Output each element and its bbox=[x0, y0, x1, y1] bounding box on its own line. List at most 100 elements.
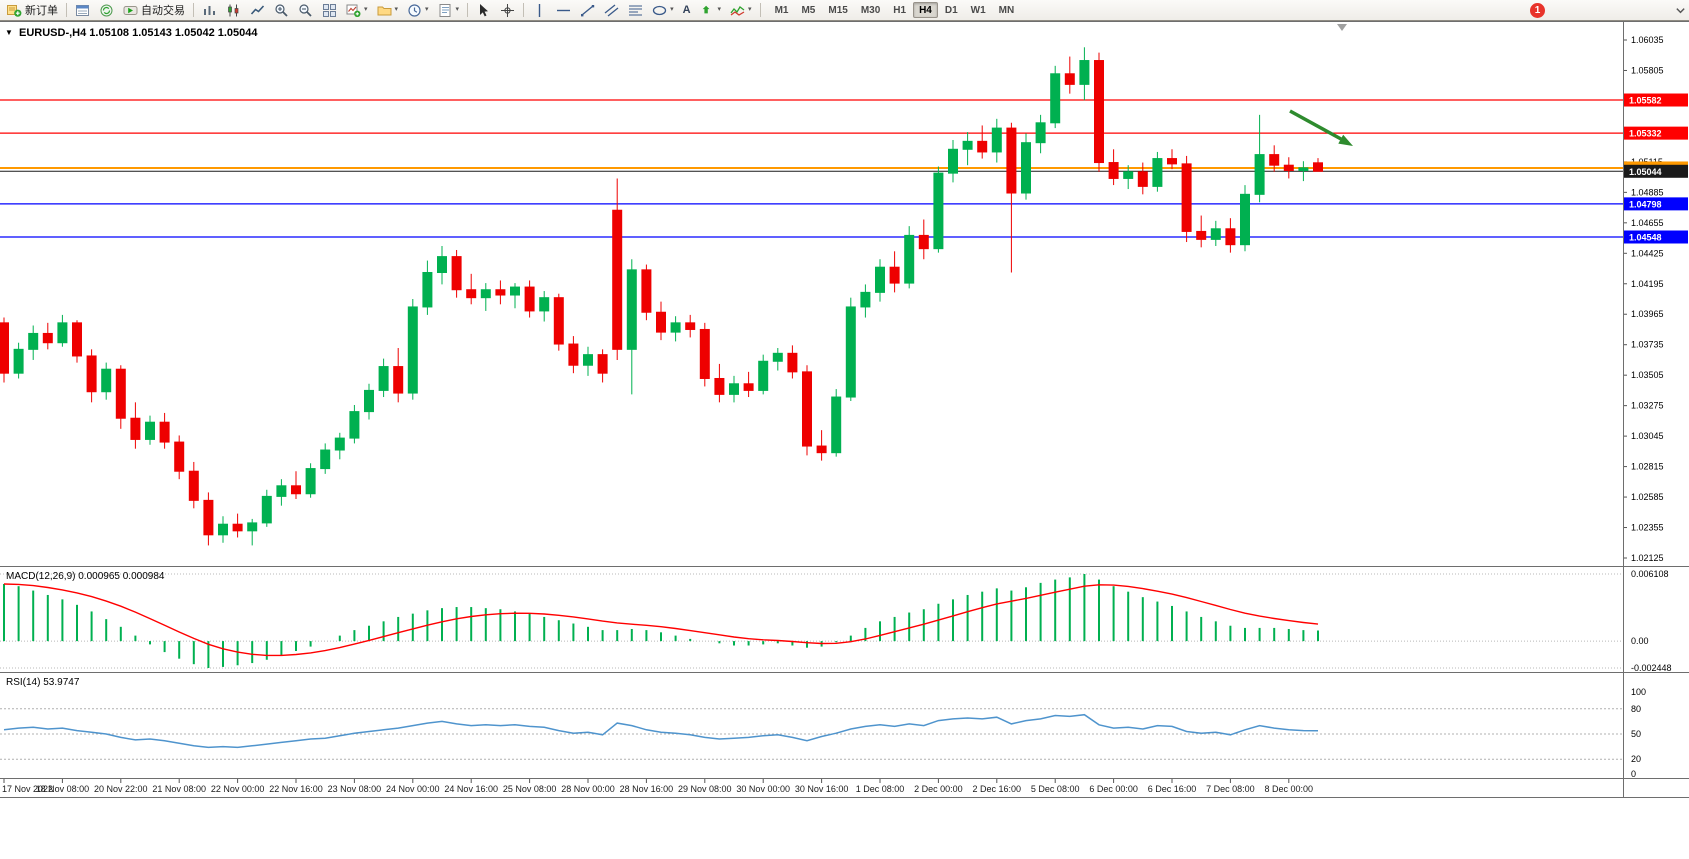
zoom-out-button[interactable] bbox=[294, 1, 317, 19]
timeframe-w1-button[interactable]: W1 bbox=[970, 5, 986, 16]
tile-windows-icon bbox=[323, 3, 336, 17]
oneclick-trading-expander[interactable]: ▼ bbox=[5, 28, 13, 37]
price-axis-label: 1.04655 bbox=[1631, 218, 1664, 228]
autotrading-button[interactable]: 自动交易 bbox=[119, 1, 189, 19]
price-level-lines bbox=[0, 99, 1623, 238]
new-chart-button[interactable]: ▾ bbox=[342, 1, 372, 19]
bar-chart-icon bbox=[204, 5, 215, 15]
rsi-axis-label: 0 bbox=[1631, 769, 1636, 779]
price-badge-text: 1.05582 bbox=[1629, 96, 1662, 106]
market-watch-icon bbox=[76, 4, 89, 16]
timeframe-m30-button[interactable]: M30 bbox=[860, 5, 881, 16]
trend-arrow-annotation[interactable] bbox=[1289, 109, 1353, 146]
bar-chart-button[interactable] bbox=[198, 1, 221, 19]
notification-count: 1 bbox=[1534, 4, 1541, 16]
fibonacci-icon bbox=[629, 5, 643, 15]
time-axis-label: 1 Dec 08:00 bbox=[856, 784, 905, 794]
candlestick-chart-button[interactable] bbox=[222, 1, 245, 19]
line-chart-button[interactable] bbox=[246, 1, 269, 19]
dropdown-caret: ▾ bbox=[748, 6, 752, 13]
template-icon bbox=[439, 3, 451, 17]
toolbar-overflow-chevron-icon[interactable] bbox=[1675, 5, 1686, 16]
price-axis-label: 1.05805 bbox=[1631, 65, 1664, 75]
toolbar-separator bbox=[759, 3, 761, 17]
vertical-line-icon bbox=[538, 3, 541, 17]
profiles-button[interactable]: ▾ bbox=[373, 1, 403, 19]
rsi-label: RSI(14) 53.9747 bbox=[6, 677, 80, 688]
timeframe-m1-button[interactable]: M1 bbox=[774, 5, 789, 16]
tile-windows-button[interactable] bbox=[318, 1, 341, 19]
price-badge-1.05044 bbox=[1624, 164, 1688, 178]
price-axis-label: 1.03275 bbox=[1631, 401, 1664, 411]
data-window-button[interactable] bbox=[95, 1, 118, 19]
cursor-button[interactable] bbox=[472, 1, 495, 19]
price-badge-1.04798 bbox=[1624, 197, 1688, 211]
price-badge-1.05332 bbox=[1624, 126, 1688, 140]
time-axis-label: 21 Nov 08:00 bbox=[152, 784, 206, 794]
rsi-axis-label: 100 bbox=[1631, 687, 1646, 697]
fibonacci-tool-button[interactable] bbox=[624, 1, 647, 19]
price-badge-1.05582 bbox=[1624, 93, 1688, 107]
ellipse-shape-icon bbox=[652, 5, 667, 15]
profiles-folder-icon bbox=[377, 6, 392, 15]
macd-axis-label: 0.00 bbox=[1631, 636, 1649, 646]
trendline-tool-button[interactable] bbox=[576, 1, 599, 19]
time-axis-label: 28 Nov 16:00 bbox=[620, 784, 674, 794]
notification-badge[interactable]: 1 bbox=[1530, 2, 1545, 18]
timeframe-mn-button[interactable]: MN bbox=[998, 5, 1015, 16]
time-axis-label: 2 Dec 00:00 bbox=[914, 784, 963, 794]
indicators-button[interactable]: ▾ bbox=[726, 1, 756, 19]
price-axis-label: 1.02125 bbox=[1631, 553, 1664, 563]
price-axis-label: 1.02585 bbox=[1631, 492, 1664, 502]
horizontal-line-tool-button[interactable] bbox=[552, 1, 575, 19]
zoom-in-button[interactable] bbox=[270, 1, 293, 19]
arrow-objects-icon bbox=[702, 5, 710, 13]
chart-shift-marker[interactable] bbox=[1337, 24, 1347, 31]
rsi-line bbox=[3, 713, 1319, 749]
dropdown-caret: ▾ bbox=[670, 6, 674, 13]
timeframe-m5-button[interactable]: M5 bbox=[801, 5, 816, 16]
candlestick-chart-icon bbox=[228, 4, 239, 16]
line-chart-icon bbox=[250, 4, 265, 15]
text-tool-icon: A bbox=[682, 4, 691, 16]
market-watch-button[interactable] bbox=[71, 1, 94, 19]
text-tool-button[interactable]: A bbox=[679, 1, 695, 19]
price-axis-label: 1.02355 bbox=[1631, 523, 1664, 533]
new-order-button[interactable]: 新订单 bbox=[3, 1, 62, 19]
rsi-axis-label: 20 bbox=[1631, 754, 1641, 764]
time-axis-label: 7 Dec 08:00 bbox=[1206, 784, 1255, 794]
time-axis-label: 22 Nov 00:00 bbox=[211, 784, 265, 794]
time-axis-label: 30 Nov 00:00 bbox=[736, 784, 790, 794]
toolbar-separator bbox=[66, 3, 67, 17]
macd-axis-label: 0.006108 bbox=[1631, 569, 1669, 579]
vertical-line-tool-button[interactable] bbox=[528, 1, 551, 19]
new-order-icon bbox=[7, 4, 22, 17]
templates-button[interactable]: ▾ bbox=[434, 1, 464, 19]
price-axis-label: 1.04885 bbox=[1631, 187, 1664, 197]
arrow-objects-button[interactable]: ▾ bbox=[696, 1, 726, 19]
timeframe-h4-button[interactable]: H4 bbox=[913, 2, 938, 18]
time-axis-label: 5 Dec 08:00 bbox=[1031, 784, 1080, 794]
timeframe-m15-button[interactable]: M15 bbox=[828, 5, 848, 16]
period-clock-button[interactable]: ▾ bbox=[403, 1, 433, 19]
price-badge-text: 1.05044 bbox=[1629, 167, 1662, 177]
autotrading-icon bbox=[123, 5, 138, 15]
chart-background bbox=[0, 21, 1689, 859]
time-axis-label: 29 Nov 08:00 bbox=[678, 784, 732, 794]
shapes-tool-button[interactable]: ▾ bbox=[648, 1, 678, 19]
trendline-icon bbox=[581, 4, 595, 16]
crosshair-button[interactable] bbox=[496, 1, 519, 19]
price-axis-label: 1.04425 bbox=[1631, 248, 1664, 258]
zoom-in-icon bbox=[275, 3, 288, 17]
candlesticks bbox=[0, 47, 1323, 546]
channel-icon bbox=[604, 3, 619, 17]
time-axis-label: 6 Dec 00:00 bbox=[1089, 784, 1138, 794]
price-axis-label: 1.03735 bbox=[1631, 340, 1664, 350]
timeframe-h1-button[interactable]: H1 bbox=[893, 5, 907, 16]
new-chart-icon bbox=[346, 4, 361, 17]
channel-tool-button[interactable] bbox=[600, 1, 623, 19]
timeframe-d1-button[interactable]: D1 bbox=[944, 5, 958, 16]
